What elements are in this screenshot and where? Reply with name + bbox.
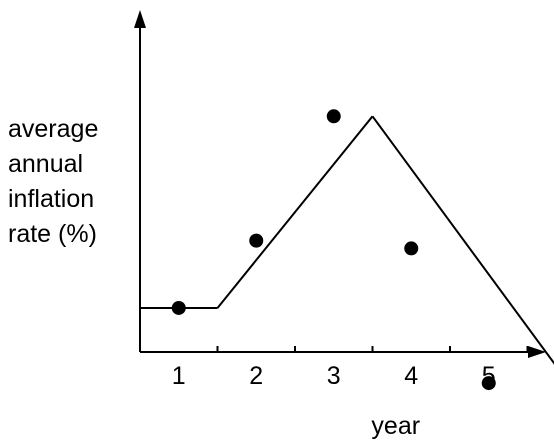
series-line-segment	[216, 115, 374, 309]
y-axis-label-line-1: average	[8, 115, 99, 143]
data-point	[404, 241, 419, 256]
data-point	[249, 233, 264, 248]
x-tick-label: 5	[482, 362, 496, 390]
series-line-segment	[371, 115, 554, 365]
data-point	[481, 376, 496, 391]
x-tick-label: 2	[249, 362, 263, 390]
x-axis-title: year	[371, 412, 420, 440]
chart-labels: 1 2 3 4 5 year	[172, 362, 496, 440]
data-point	[171, 300, 186, 315]
y-axis-label-line-2: annual	[8, 150, 84, 178]
x-axis-arrow	[528, 346, 546, 358]
y-axis-label: average annual inflation rate (%)	[8, 112, 134, 252]
x-tick-label: 1	[172, 362, 186, 390]
y-axis-arrow	[134, 10, 146, 28]
chart-axes	[134, 10, 546, 358]
x-tick-label: 4	[404, 362, 418, 390]
data-series	[140, 109, 554, 391]
y-axis-label-line-4: rate (%)	[8, 220, 97, 248]
y-axis-label-line-3: inflation	[8, 185, 95, 213]
data-point	[326, 109, 341, 124]
x-tick-label: 3	[327, 362, 341, 390]
